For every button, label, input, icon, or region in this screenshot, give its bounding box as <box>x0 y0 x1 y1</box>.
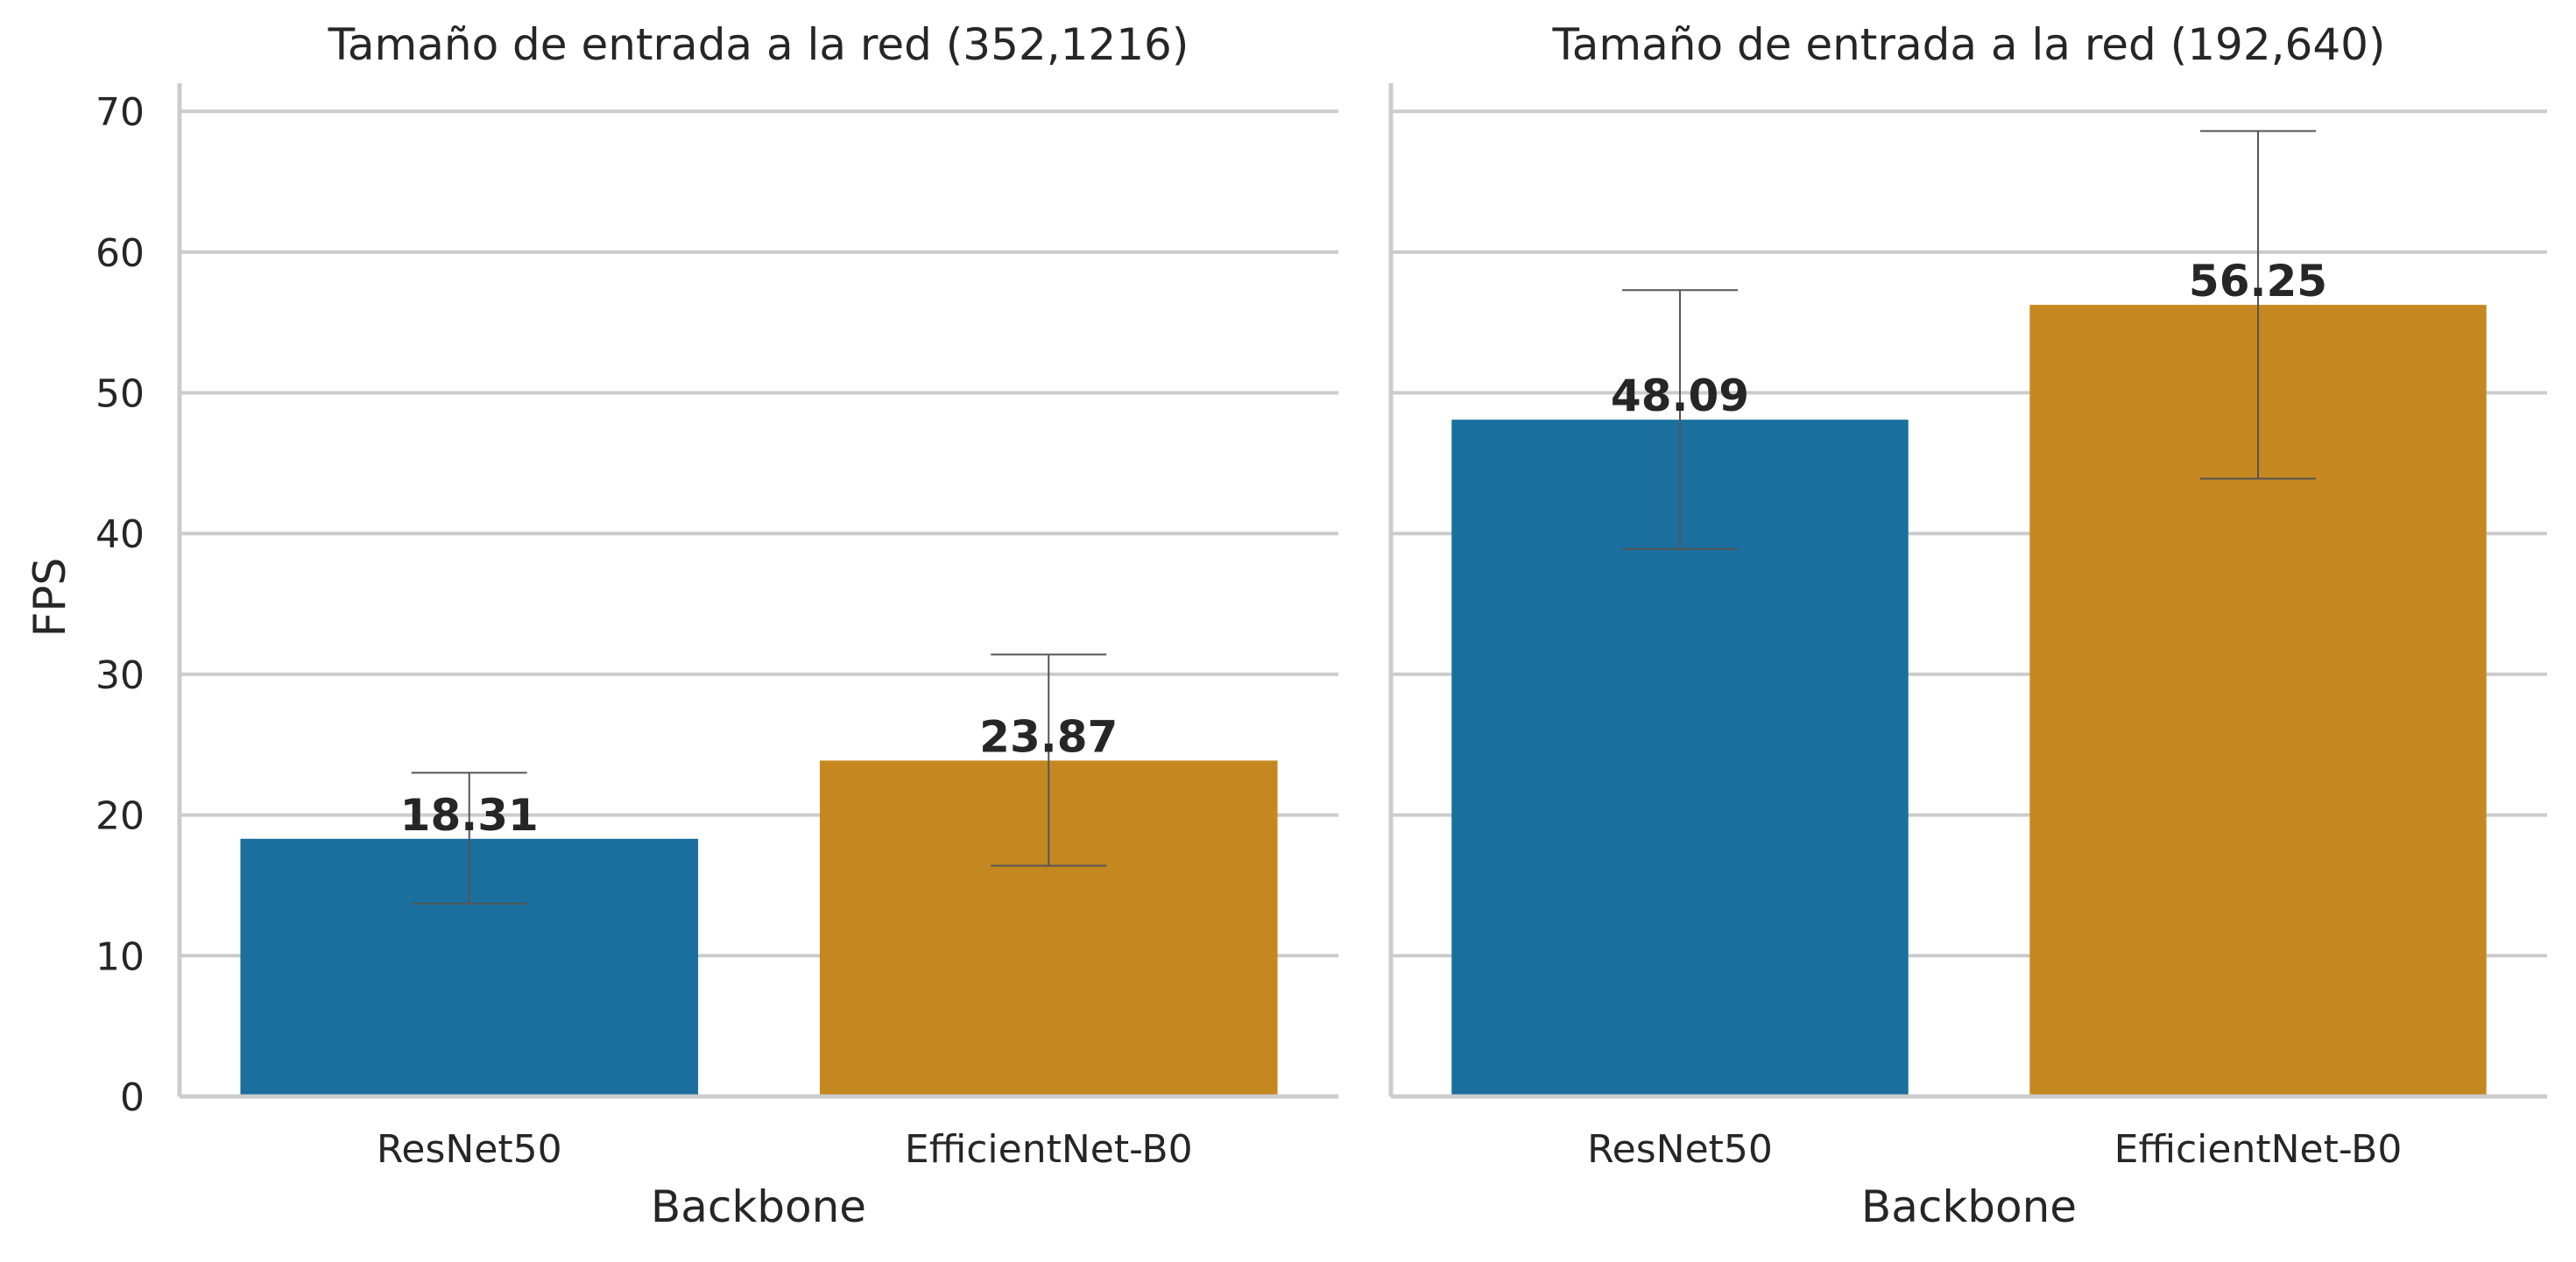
data-label: 18.31 <box>400 790 539 841</box>
gridlines-left <box>180 109 1338 958</box>
data-label: 23.87 <box>979 711 1118 762</box>
y-tick-label: 50 <box>95 372 145 417</box>
x-axis-label-right: Backbone <box>1861 1181 2077 1232</box>
y-tick-label: 70 <box>95 90 145 135</box>
y-tick-label: 0 <box>120 1075 145 1120</box>
data-label: 56.25 <box>2189 256 2327 307</box>
y-tick-label: 40 <box>95 512 145 557</box>
data-label: 48.09 <box>1611 370 1749 421</box>
chart-panel-right: Tamaño de entrada a la red (192,640) Bac… <box>1388 19 2547 1232</box>
y-tick-label: 20 <box>95 794 145 839</box>
x-tick-label: EfficientNet-B0 <box>905 1127 1193 1172</box>
y-tick-label: 30 <box>95 653 145 698</box>
x-axis-label-left: Backbone <box>651 1181 866 1232</box>
chart-panel-left: Tamaño de entrada a la red (352,1216) FP… <box>25 19 1338 1232</box>
y-tick-label: 10 <box>95 934 145 979</box>
panel-title-right: Tamaño de entrada a la red (192,640) <box>1552 19 2386 70</box>
panel-title-left: Tamaño de entrada a la red (352,1216) <box>328 19 1189 70</box>
x-tick-label: EfficientNet-B0 <box>2114 1127 2403 1172</box>
x-tick-label: ResNet50 <box>1587 1127 1773 1172</box>
y-axis-label: FPS <box>25 558 75 638</box>
y-tick-label: 60 <box>95 231 145 276</box>
x-tick-label: ResNet50 <box>377 1127 562 1172</box>
